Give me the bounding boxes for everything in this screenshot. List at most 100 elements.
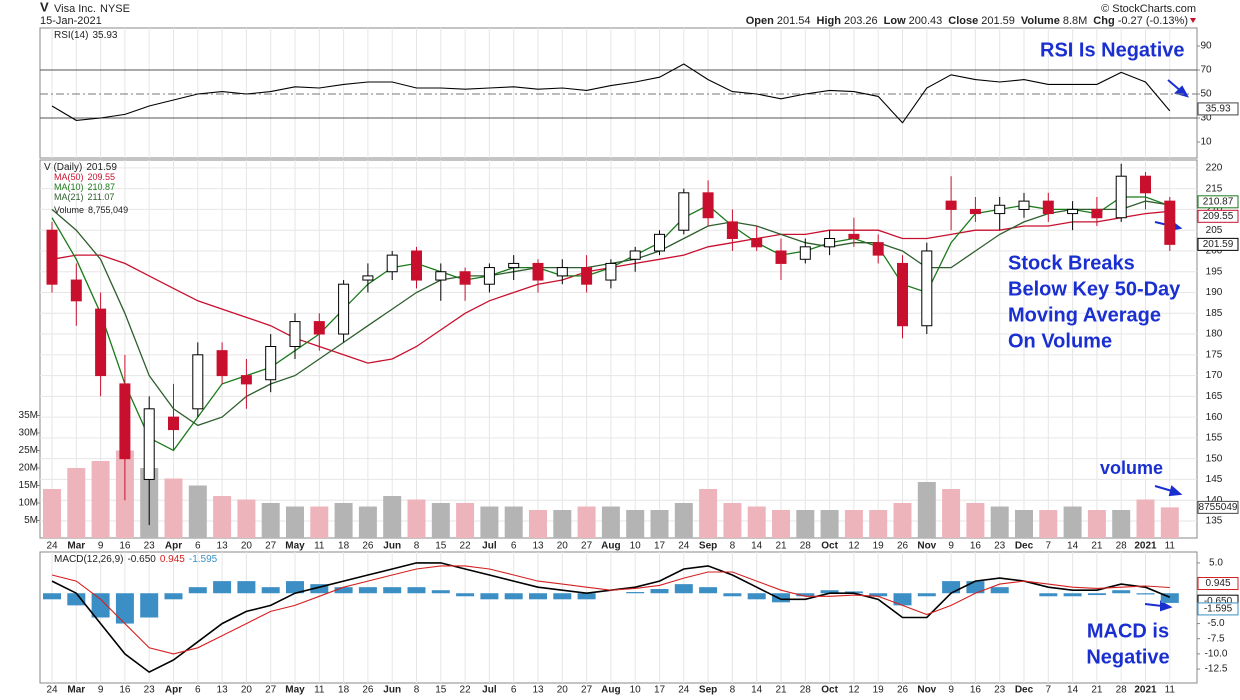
- x-tick-label: 9: [98, 685, 104, 696]
- candle-body: [1164, 200, 1176, 245]
- legend-value: 0.945: [160, 554, 185, 565]
- y-tick-label: 200: [1206, 246, 1223, 257]
- candle-body: [289, 321, 301, 348]
- y-tick-label: 150: [1206, 453, 1223, 464]
- volume-bar: [626, 510, 645, 538]
- y-tick-label: 145: [1206, 474, 1223, 485]
- candle-body: [362, 275, 374, 281]
- x-tick-label: May: [285, 541, 305, 552]
- volume-bar: [431, 503, 450, 538]
- x-tick-label: 23: [994, 541, 1006, 552]
- x-tick-label: 23: [994, 685, 1006, 696]
- x-tick-label: 16: [970, 685, 982, 696]
- legend-name: MACD(12,26,9): [54, 554, 123, 565]
- x-tick-label: 13: [217, 685, 229, 696]
- volume-bar: [917, 482, 936, 538]
- rsi-tick-label: 90: [1200, 41, 1212, 52]
- volume-bar: [699, 489, 718, 538]
- macd-annotation: Negative: [1086, 646, 1169, 668]
- candle-body: [216, 350, 228, 377]
- volume-bar: [650, 510, 669, 538]
- macd-histogram-bar: [723, 593, 742, 597]
- macd-histogram-bar: [164, 593, 183, 600]
- candle-body: [95, 308, 107, 377]
- macd-histogram-bar: [1039, 593, 1058, 597]
- candle-body: [240, 375, 252, 385]
- volume-bar: [942, 489, 961, 538]
- rsi-tick-label: 70: [1200, 65, 1212, 76]
- volume-bar: [966, 503, 985, 538]
- macd-histogram-bar: [747, 593, 766, 600]
- macd-histogram-bar: [140, 593, 159, 618]
- x-tick-label: 14: [751, 685, 763, 696]
- quote-line: Open 201.54 High 203.26 Low 200.43 Close 201.59…: [746, 15, 1188, 27]
- x-tick-label: Jun: [383, 541, 401, 552]
- x-tick-label: 11: [1165, 541, 1176, 552]
- volume-bar: [504, 506, 523, 538]
- macd-annotation: MACD is: [1087, 620, 1169, 642]
- x-tick-label: Sep: [699, 541, 717, 552]
- candle-body: [654, 233, 665, 252]
- x-tick-label: 7: [1046, 541, 1052, 552]
- x-tick-label: 28: [800, 541, 812, 552]
- legend-value: 210.87: [88, 182, 116, 192]
- x-tick-label: 11: [314, 541, 325, 552]
- candle-body: [459, 271, 471, 285]
- x-tick-label: 8: [730, 685, 736, 696]
- candle-body: [775, 250, 787, 264]
- y-tick-label: 180: [1206, 329, 1223, 340]
- y-tick-label: 195: [1206, 266, 1223, 277]
- quote-value: 201.54: [777, 15, 811, 27]
- arrow-head: [1168, 485, 1183, 497]
- macd-value-label-box: [1197, 602, 1239, 616]
- candle-body: [969, 208, 981, 215]
- close-label-box: [1197, 237, 1239, 251]
- macd-histogram-bar: [917, 593, 936, 597]
- volume-bar: [1015, 510, 1033, 538]
- candle-body: [581, 267, 593, 285]
- volume-bar: [1136, 499, 1155, 538]
- volume-bar: [674, 503, 693, 538]
- volume-bar: [869, 510, 888, 538]
- candle-body: [483, 267, 495, 285]
- x-tick-label: 15: [435, 541, 447, 552]
- legend-value: 35.93: [92, 30, 117, 41]
- candle-body: [70, 279, 82, 302]
- macd-histogram-bar: [529, 593, 547, 600]
- rsi-tick-label: 10: [1200, 137, 1212, 148]
- x-tick-label: 18: [338, 685, 350, 696]
- macd-histogram-bar: [626, 592, 645, 594]
- macd-histogram-bar: [942, 581, 961, 594]
- x-tick-label: 24: [46, 685, 58, 696]
- candle-body: [824, 238, 836, 248]
- macd-histogram-bar: [844, 591, 863, 594]
- x-tick-label: 21: [775, 685, 787, 696]
- legend-item: Volume 8,755,049: [54, 205, 128, 215]
- volume-bar: [261, 503, 280, 538]
- arrow: [1144, 603, 1163, 607]
- x-tick-label: 21: [1091, 541, 1103, 552]
- candle-body: [799, 246, 811, 260]
- x-tick-label: 20: [557, 541, 569, 552]
- x-tick-label: 21: [1091, 685, 1103, 696]
- macd-value-label: 0.945: [1205, 578, 1230, 589]
- x-tick-label: 19: [873, 541, 885, 552]
- x-tick-label: 9: [98, 541, 104, 552]
- candle-body: [1115, 175, 1127, 219]
- macd-histogram-bar: [796, 593, 815, 597]
- grid: [40, 28, 1197, 683]
- macd-histogram-bar: [358, 587, 377, 594]
- macd-histogram-bar: [213, 581, 232, 594]
- quote-label: Chg: [1093, 15, 1114, 27]
- macd-tick-label: -5.0: [1207, 618, 1225, 629]
- candle-body: [678, 192, 690, 231]
- x-tick-label: 8: [414, 685, 420, 696]
- macd-histogram-bar: [334, 587, 353, 594]
- x-tick-label: 16: [119, 541, 131, 552]
- macd-legend: MACD(12,26,9) -0.650 0.945 -1.595: [54, 554, 218, 565]
- y-tick-label: 170: [1206, 370, 1223, 381]
- price-annotation: Stock Breaks: [1008, 252, 1135, 274]
- ma-value-label: 209.55: [1203, 211, 1234, 222]
- x-tick-label: 21: [775, 541, 787, 552]
- price-panel: [39, 159, 1198, 539]
